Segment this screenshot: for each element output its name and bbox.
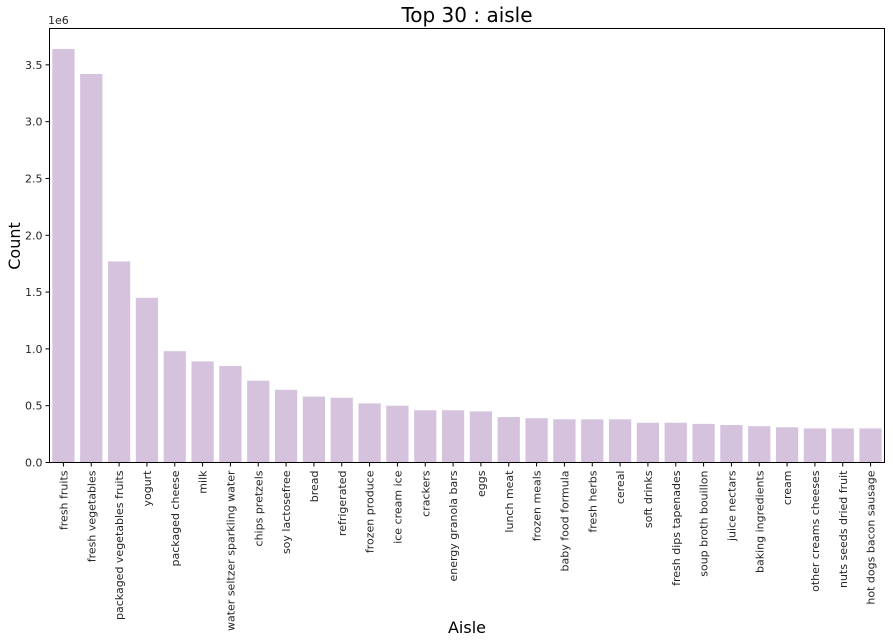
bar bbox=[497, 417, 520, 463]
bar bbox=[247, 380, 270, 463]
y-tick-label: 3.0 bbox=[25, 116, 43, 129]
x-tick-label: lunch meat bbox=[503, 470, 516, 533]
bar bbox=[664, 422, 687, 463]
x-tick-label: soy lactosefree bbox=[280, 470, 293, 554]
x-tick-label: hot dogs bacon sausage bbox=[865, 470, 878, 604]
x-tick-label: soft drinks bbox=[642, 470, 655, 528]
x-tick-label: chips pretzels bbox=[252, 470, 265, 546]
x-tick-label: juice nectars bbox=[725, 470, 738, 542]
bar bbox=[163, 351, 186, 463]
bar bbox=[441, 410, 465, 463]
bar bbox=[107, 261, 131, 463]
bar bbox=[581, 419, 604, 463]
y-tick-label: 3.5 bbox=[25, 59, 43, 72]
x-tick-label: energy granola bars bbox=[447, 470, 460, 581]
x-axis-label: Aisle bbox=[448, 618, 486, 637]
x-tick-label: milk bbox=[197, 470, 210, 494]
x-tick-label: baby food formula bbox=[558, 471, 571, 572]
bar bbox=[358, 403, 381, 463]
bar bbox=[859, 428, 882, 463]
bar bbox=[386, 405, 409, 463]
bar bbox=[330, 397, 353, 463]
bar bbox=[135, 297, 159, 463]
bar bbox=[636, 422, 660, 463]
x-tick-label: water seltzer sparkling water bbox=[224, 470, 237, 631]
y-tick-label: 2.0 bbox=[25, 229, 43, 242]
y-tick-label: 0.0 bbox=[25, 457, 43, 470]
bar bbox=[302, 396, 326, 463]
x-tick-label: nuts seeds dried fruit bbox=[837, 470, 850, 588]
x-tick-label: packaged vegetables fruits bbox=[113, 470, 126, 620]
y-offset-label: 1e6 bbox=[48, 14, 69, 27]
x-tick-label: fresh herbs bbox=[586, 470, 599, 532]
bar bbox=[831, 428, 854, 463]
x-tick-label: refrigerated bbox=[336, 471, 349, 537]
y-tick-label: 1.0 bbox=[25, 343, 43, 356]
x-tick-label: yogurt bbox=[141, 470, 154, 507]
x-tick-label: cream bbox=[781, 471, 794, 506]
bar bbox=[692, 423, 715, 463]
bar bbox=[191, 361, 214, 463]
bar bbox=[52, 48, 75, 463]
bars-group bbox=[52, 48, 882, 463]
bar bbox=[414, 410, 437, 463]
x-tick-label: soup broth bouillon bbox=[698, 470, 711, 576]
bar bbox=[553, 419, 576, 463]
x-tick-label: eggs bbox=[475, 470, 488, 497]
x-tick-label: ice cream ice bbox=[391, 470, 404, 544]
x-tick-label: packaged cheese bbox=[169, 470, 182, 566]
x-tick-label: fresh fruits bbox=[57, 470, 70, 530]
bar bbox=[748, 426, 771, 463]
chart-title: Top 30 : aisle bbox=[400, 3, 532, 27]
y-tick-label: 2.5 bbox=[25, 172, 43, 185]
y-tick-label: 1.5 bbox=[25, 286, 43, 299]
bar bbox=[803, 428, 827, 463]
bar bbox=[608, 419, 632, 463]
x-tick-label: fresh vegetables bbox=[85, 470, 98, 562]
x-tick-label: crackers bbox=[419, 470, 432, 517]
bar bbox=[469, 411, 493, 463]
bar bbox=[219, 365, 242, 463]
bar bbox=[775, 427, 799, 463]
bar bbox=[525, 418, 548, 463]
bar bbox=[720, 425, 743, 463]
bar bbox=[80, 73, 103, 463]
x-axis: fresh fruits fresh vegetables packaged veg… bbox=[57, 462, 878, 631]
x-tick-label: fresh dips tapenades bbox=[670, 470, 683, 586]
plot-frame bbox=[49, 28, 885, 463]
x-tick-label: other creams cheeses bbox=[809, 470, 822, 592]
x-tick-label: cereal bbox=[614, 471, 627, 505]
x-tick-label: bread bbox=[308, 471, 321, 503]
bar bbox=[274, 389, 298, 463]
x-tick-label: frozen produce bbox=[364, 470, 377, 553]
y-axis-label: Count bbox=[5, 222, 24, 270]
x-tick-label: frozen meals bbox=[531, 470, 544, 541]
y-tick-label: 0.5 bbox=[25, 400, 43, 413]
y-axis: 0.0 0.5 1.0 1.5 2.0 2.5 3.0 3.5 bbox=[25, 59, 50, 470]
x-tick-label: baking ingredients bbox=[753, 470, 766, 573]
